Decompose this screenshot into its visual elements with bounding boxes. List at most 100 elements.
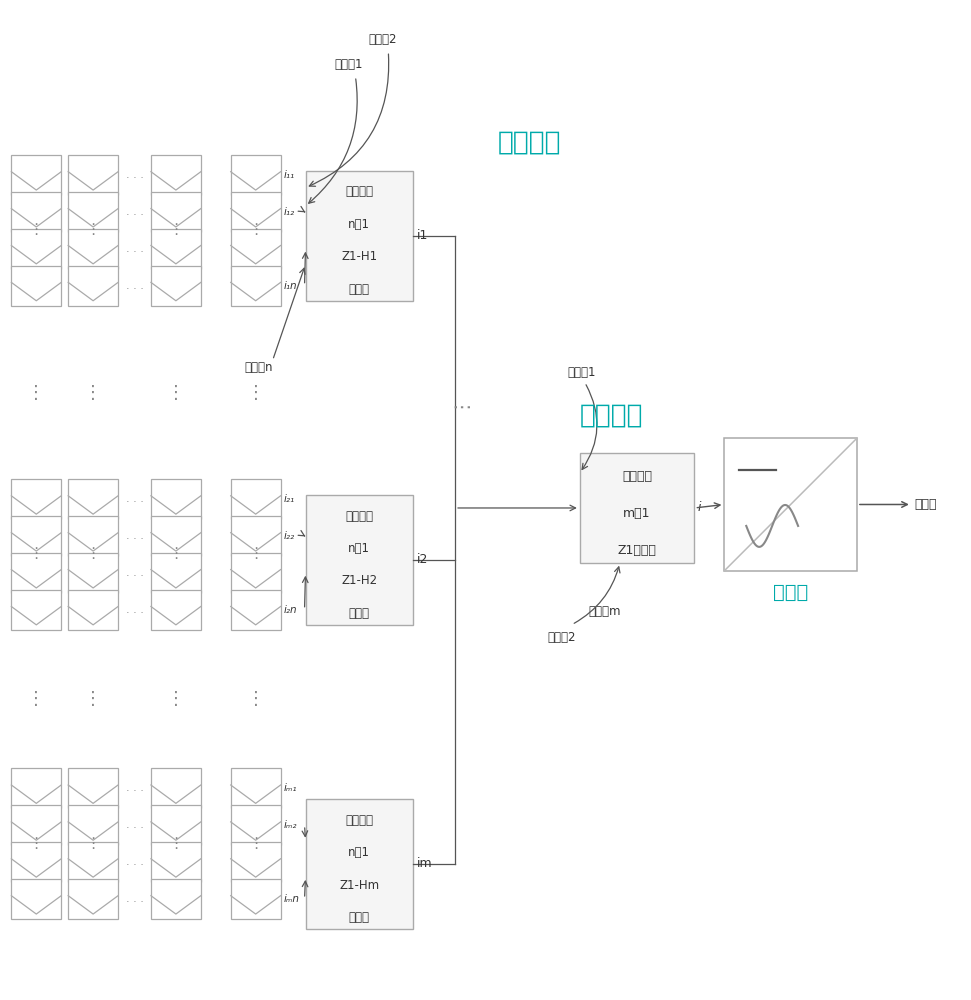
Bar — [231, 229, 281, 269]
Text: n进1: n进1 — [349, 218, 370, 231]
Text: i₂₁: i₂₁ — [284, 494, 295, 504]
Text: ⋮: ⋮ — [84, 690, 102, 708]
Bar — [12, 553, 61, 593]
Bar — [151, 229, 201, 269]
Bar — [68, 516, 118, 556]
Text: . . .: . . . — [125, 494, 144, 504]
Text: 逆变器: 逆变器 — [773, 583, 808, 602]
Text: i₁n: i₁n — [284, 281, 297, 291]
Text: ⋮: ⋮ — [27, 384, 46, 402]
Bar — [68, 842, 118, 882]
Text: iₘ₂: iₘ₂ — [284, 820, 297, 830]
Bar — [151, 590, 201, 630]
Text: Z1汇流筱: Z1汇流筱 — [618, 544, 656, 557]
Text: . . .: . . . — [125, 783, 144, 793]
Text: ⋮: ⋮ — [29, 836, 44, 851]
Bar — [68, 553, 118, 593]
Text: . . .: . . . — [125, 281, 144, 291]
Bar — [12, 879, 61, 919]
Bar — [12, 192, 61, 232]
Text: 输入端m: 输入端m — [588, 605, 620, 618]
Bar — [231, 879, 281, 919]
Text: ⋮: ⋮ — [84, 384, 102, 402]
Bar — [231, 155, 281, 195]
Text: ⋮: ⋮ — [248, 222, 263, 237]
Text: im: im — [418, 857, 433, 870]
Bar — [306, 495, 414, 625]
Text: Z1-H2: Z1-H2 — [341, 574, 378, 587]
Text: 二级汇流: 二级汇流 — [622, 470, 653, 483]
Bar — [12, 842, 61, 882]
Bar — [12, 516, 61, 556]
Text: ⋮: ⋮ — [29, 222, 44, 237]
Text: ⋮: ⋮ — [247, 384, 265, 402]
Text: 二级汇流: 二级汇流 — [580, 402, 643, 428]
Bar — [231, 590, 281, 630]
Text: ⋮: ⋮ — [168, 546, 184, 561]
Text: . . .: . . . — [125, 605, 144, 615]
Text: 输入端n: 输入端n — [245, 361, 273, 374]
Bar — [151, 516, 201, 556]
Text: 并网点: 并网点 — [915, 498, 937, 511]
Text: 一级汇流: 一级汇流 — [346, 185, 374, 198]
Text: ⋮: ⋮ — [168, 836, 184, 851]
Bar — [231, 842, 281, 882]
Text: 汇流筱: 汇流筱 — [349, 283, 370, 296]
Bar — [12, 590, 61, 630]
Text: 输入端1: 输入端1 — [334, 58, 362, 71]
Bar — [151, 155, 201, 195]
Bar — [151, 192, 201, 232]
Bar — [724, 438, 857, 571]
Bar — [12, 155, 61, 195]
Text: Z1-H1: Z1-H1 — [341, 250, 378, 263]
Bar — [68, 879, 118, 919]
Text: ⋮: ⋮ — [167, 690, 184, 708]
Bar — [68, 768, 118, 808]
Text: ⋮: ⋮ — [248, 546, 263, 561]
Bar — [12, 768, 61, 808]
Text: i₂₂: i₂₂ — [284, 531, 295, 541]
Text: m进1: m进1 — [623, 507, 651, 520]
Bar — [231, 266, 281, 306]
Text: . . .: . . . — [125, 531, 144, 541]
Bar — [12, 266, 61, 306]
Bar — [231, 516, 281, 556]
Text: 汇流筱: 汇流筱 — [349, 911, 370, 924]
Text: ⋮: ⋮ — [85, 222, 101, 237]
Bar — [68, 155, 118, 195]
Text: . . .: . . . — [125, 207, 144, 217]
Bar — [68, 805, 118, 845]
Bar — [12, 805, 61, 845]
Bar — [231, 805, 281, 845]
Text: 汇流筱: 汇流筱 — [349, 607, 370, 620]
Bar — [151, 553, 201, 593]
Text: ⋮: ⋮ — [167, 384, 184, 402]
Text: n进1: n进1 — [349, 846, 370, 859]
Bar — [580, 453, 694, 563]
Bar — [151, 879, 201, 919]
Text: iₘ₁: iₘ₁ — [284, 783, 297, 793]
Text: 输入端1: 输入端1 — [567, 366, 596, 379]
Text: ⋮: ⋮ — [248, 836, 263, 851]
Bar — [231, 192, 281, 232]
Bar — [151, 768, 201, 808]
Text: 一级汇流: 一级汇流 — [346, 814, 374, 827]
Bar — [306, 171, 414, 301]
Text: ⋮: ⋮ — [85, 546, 101, 561]
Bar — [12, 229, 61, 269]
Bar — [68, 266, 118, 306]
Text: i2: i2 — [418, 553, 428, 566]
Text: . . .: . . . — [125, 894, 144, 904]
Text: i₂n: i₂n — [284, 605, 297, 615]
Bar — [231, 479, 281, 519]
Text: 一级汇流: 一级汇流 — [346, 510, 374, 523]
Text: . . .: . . . — [125, 568, 144, 578]
Text: . . .: . . . — [125, 170, 144, 180]
Text: ⋮: ⋮ — [446, 388, 464, 408]
Text: ⋮: ⋮ — [168, 222, 184, 237]
Text: Z1-Hm: Z1-Hm — [339, 879, 380, 892]
Text: 输入端2: 输入端2 — [368, 33, 396, 46]
Text: ⋮: ⋮ — [27, 690, 46, 708]
Bar — [306, 799, 414, 929]
Bar — [151, 842, 201, 882]
